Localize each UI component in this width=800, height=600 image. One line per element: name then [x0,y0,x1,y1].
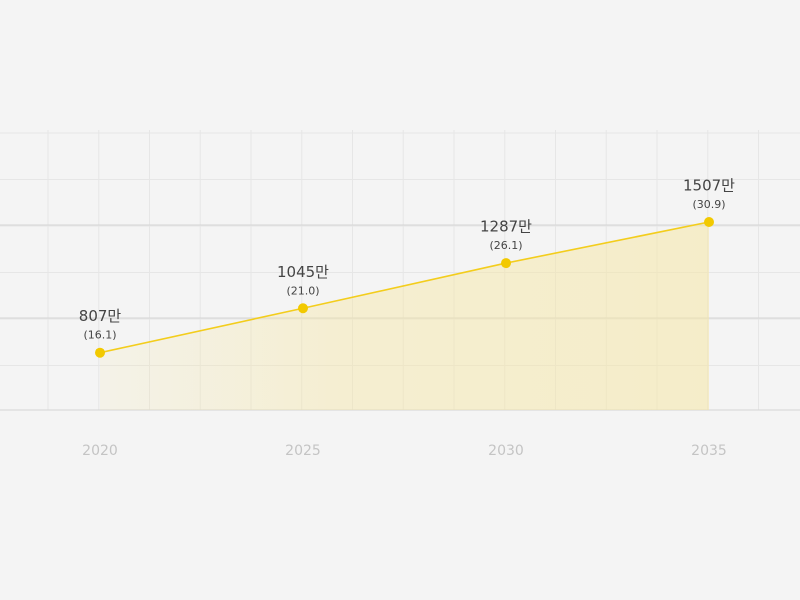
value-label: 1287만 [480,218,532,236]
secondary-label: (30.9) [692,198,725,211]
x-tick-label: 2030 [488,443,524,459]
x-tick-label: 2025 [285,443,321,459]
secondary-label: (16.1) [83,329,116,342]
secondary-label: (26.1) [489,239,522,252]
value-label: 807만 [79,307,122,325]
point [501,258,511,269]
secondary-label: (21.0) [286,284,319,297]
value-label: 1045만 [277,263,329,281]
point [704,217,714,228]
area [100,222,709,410]
point [298,303,308,314]
line [99,221,710,354]
x-tick-label: 2020 [82,443,118,459]
value-label: 1507만 [683,177,735,195]
point [95,347,105,358]
x-tick-label: 2035 [691,443,727,459]
